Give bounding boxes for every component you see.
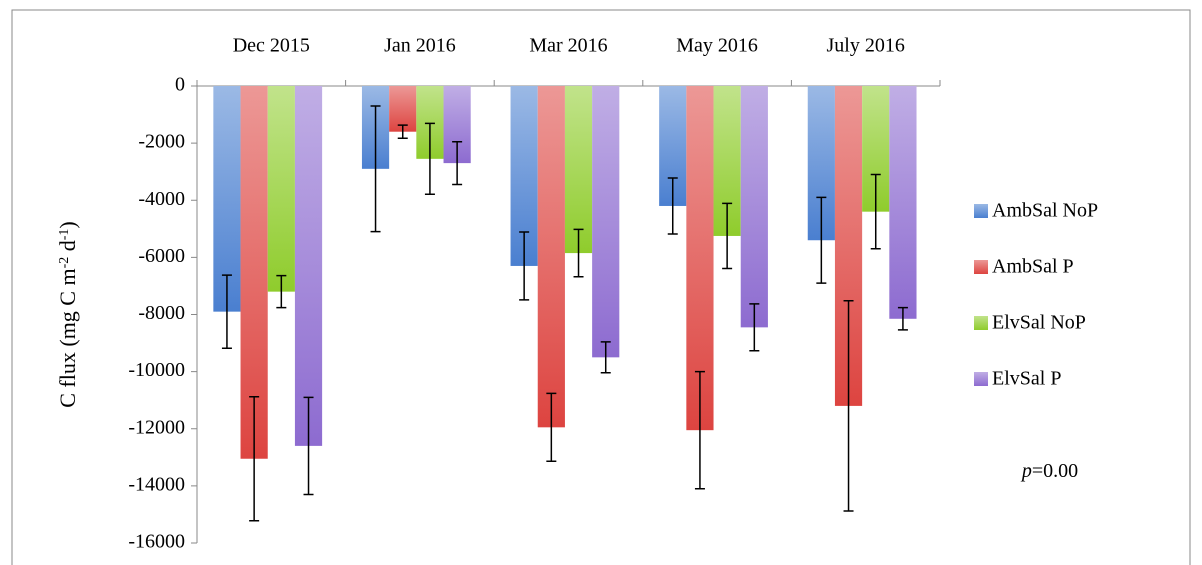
annotation-part: =0.00 <box>1032 460 1078 482</box>
x-tick-label: Mar 2016 <box>529 35 607 57</box>
error-bar <box>600 341 611 374</box>
error-bar <box>370 105 381 233</box>
y-axis-label-part: -1 <box>57 229 72 241</box>
y-axis-label-part: -2 <box>57 257 72 269</box>
y-tick-label: -10000 <box>128 359 185 381</box>
error-bar <box>749 303 760 352</box>
x-tick-label: Jan 2016 <box>384 35 456 57</box>
y-tick-label: -16000 <box>128 531 185 553</box>
y-tick-label: -2000 <box>138 131 185 153</box>
x-tick-label: May 2016 <box>676 35 758 57</box>
error-bar <box>276 274 287 309</box>
error-bar <box>573 228 584 278</box>
error-bar <box>303 396 314 496</box>
legend-label: ElvSal NoP <box>992 312 1086 334</box>
chart-border <box>11 9 1191 565</box>
bar <box>294 86 323 446</box>
error-bar <box>519 231 530 301</box>
error-bar <box>722 202 733 270</box>
bar <box>213 86 241 312</box>
legend-swatch <box>974 204 988 218</box>
bar <box>537 86 565 428</box>
y-tick-label: -12000 <box>128 416 185 438</box>
y-tick-label: 0 <box>175 74 185 96</box>
error-bar <box>249 396 260 522</box>
x-tick-label: Dec 2015 <box>233 35 310 57</box>
error-bar <box>424 122 435 196</box>
error-bar <box>870 173 881 250</box>
bar <box>389 86 417 132</box>
annotation: p=0.00 <box>1020 460 1078 482</box>
bar <box>889 86 917 319</box>
error-bar <box>397 124 408 140</box>
error-bar <box>843 300 854 512</box>
y-axis-label-part: ) <box>55 221 80 228</box>
y-tick-label: -14000 <box>128 473 185 495</box>
bar <box>267 86 295 292</box>
error-bar <box>667 177 678 235</box>
error-bar <box>694 370 705 490</box>
error-bar <box>897 306 908 331</box>
x-tick-label: July 2016 <box>827 35 905 57</box>
legend-swatch <box>974 260 988 274</box>
y-tick-label: -8000 <box>138 302 185 324</box>
legend-label: AmbSal NoP <box>992 200 1098 222</box>
annotation-part: p <box>1020 460 1032 482</box>
legend-label: AmbSal P <box>992 256 1074 278</box>
legend-swatch <box>974 316 988 330</box>
legend-label: ElvSal P <box>992 368 1061 390</box>
y-tick-label: -6000 <box>138 245 185 267</box>
y-axis-label: C flux (mg C m-2 d-1) <box>55 221 80 408</box>
error-bar <box>452 140 463 186</box>
error-bar <box>546 392 557 463</box>
error-bar <box>816 196 827 284</box>
bar <box>564 86 593 254</box>
bar <box>740 86 768 328</box>
y-axis-label-part: d <box>55 240 80 257</box>
error-bar <box>221 274 232 349</box>
y-axis-label-part: C flux (mg C m <box>55 268 80 407</box>
legend-swatch <box>974 372 988 386</box>
y-tick-label: -4000 <box>138 188 185 210</box>
bar <box>592 86 620 358</box>
